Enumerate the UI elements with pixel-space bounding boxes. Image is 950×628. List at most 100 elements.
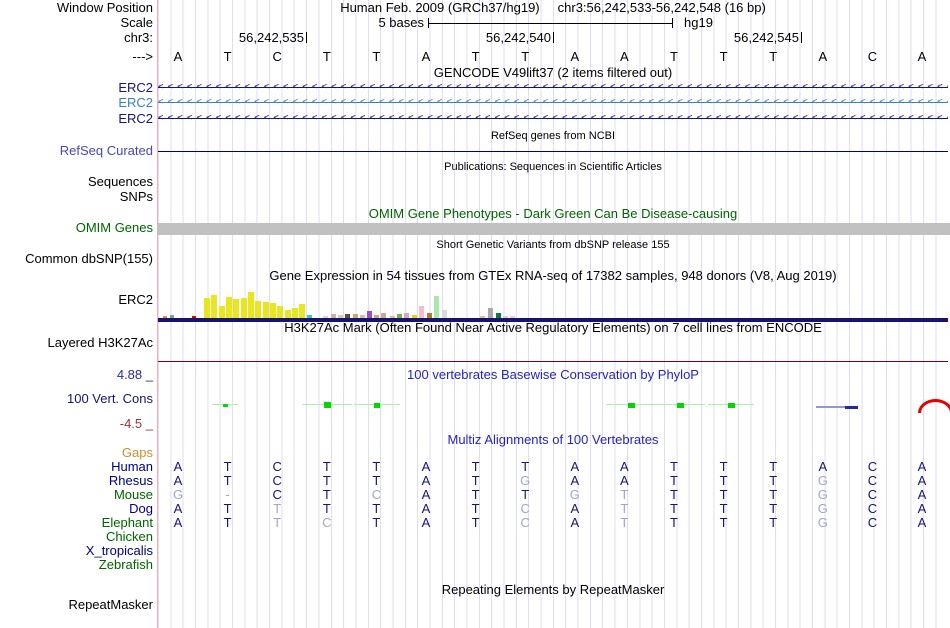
multiz-species-label[interactable]: Rhesus	[108, 473, 153, 488]
gtex-bar	[367, 311, 372, 318]
position-title: chr3:56,242,533-56,242,548 (16 bp)	[557, 0, 766, 15]
gtex-bar	[442, 310, 447, 318]
scale-genome-label: hg19	[684, 15, 713, 30]
conservation-positive-mark	[222, 403, 228, 407]
multiz-species-label[interactable]: Gaps	[121, 445, 153, 460]
gtex-gene-label[interactable]: ERC2	[118, 292, 153, 307]
omim-track-title[interactable]: OMIM Gene Phenotypes - Dark Green Can Be…	[368, 206, 738, 221]
position-tick	[306, 32, 307, 43]
gtex-bar	[248, 292, 254, 318]
gtex-bar	[419, 306, 424, 318]
alignment-base: A	[173, 459, 183, 474]
alignment-base: A	[917, 473, 927, 488]
base-letter: T	[223, 49, 232, 64]
gtex-bar	[496, 313, 501, 318]
alignment-base: T	[769, 501, 778, 516]
alignment-base: G	[817, 501, 828, 516]
refseq-track-title[interactable]: RefSeq genes from NCBI	[490, 130, 616, 142]
alignment-base: A	[620, 473, 629, 488]
base-letter: T	[372, 49, 381, 64]
gtex-track-title[interactable]: Gene Expression in 54 tissues from GTEx …	[269, 268, 837, 283]
base-letter: A	[173, 49, 183, 64]
conservation-red-arc	[918, 399, 950, 413]
alignment-base: T	[223, 501, 232, 516]
phylop-label[interactable]: 100 Vert. Cons	[67, 391, 153, 406]
alignment-base: -	[225, 487, 230, 502]
multiz-species-label[interactable]: Chicken	[106, 529, 153, 544]
alignment-base: C	[520, 515, 530, 530]
alignment-base: T	[223, 473, 232, 488]
position-number: 56,242,540	[485, 30, 551, 45]
h3k27ac-baseline	[158, 361, 948, 362]
publications-snps-label[interactable]: SNPs	[119, 189, 153, 204]
gtex-bar	[299, 304, 305, 318]
gtex-bar	[374, 315, 379, 318]
alignment-base: A	[421, 515, 431, 530]
base-letter: A	[620, 49, 629, 64]
gtex-bar	[488, 308, 493, 318]
gtex-bar	[404, 313, 409, 318]
gtex-baseline	[158, 318, 948, 322]
alignment-base: C	[867, 473, 878, 488]
dbsnp-label[interactable]: Common dbSNP(155)	[25, 251, 153, 266]
base-letter: T	[769, 49, 778, 64]
publications-track-title[interactable]: Publications: Sequences in Scientific Ar…	[444, 161, 662, 173]
gene-model[interactable]: <<<<<<<<<<<<<<<<<<<<<<<<<<<<<<<<<<<<<<<<…	[158, 114, 948, 123]
omim-genes-bar[interactable]	[157, 223, 950, 235]
gencode-gene-label[interactable]: ERC2	[118, 95, 153, 110]
dbsnp-track-title[interactable]: Short Genetic Variants from dbSNP releas…	[436, 239, 670, 251]
refseq-curated-label[interactable]: RefSeq Curated	[59, 143, 153, 158]
base-letter: A	[421, 49, 431, 64]
repeatmasker-label[interactable]: RepeatMasker	[68, 597, 153, 612]
conservation-positive-mark	[323, 402, 331, 408]
multiz-species-label[interactable]: Zebrafish	[98, 557, 153, 572]
multiz-species-label[interactable]: Mouse	[113, 487, 153, 502]
gtex-bar	[390, 316, 395, 318]
alignment-base: G	[817, 487, 828, 502]
alignment-base: G	[172, 487, 184, 502]
alignment-base: A	[570, 459, 580, 474]
alignment-base: C	[867, 501, 878, 516]
alignment-base: T	[471, 515, 480, 530]
position-tick	[553, 32, 554, 43]
alignment-base: G	[520, 473, 531, 488]
alignment-base: T	[670, 515, 678, 530]
alignment-base: T	[769, 515, 778, 530]
gene-model[interactable]: <<<<<<<<<<<<<<<<<<<<<<<<<<<<<<<<<<<<<<<<…	[158, 98, 948, 107]
alignment-base: T	[372, 459, 381, 474]
repeatmasker-track-title[interactable]: Repeating Elements by RepeatMasker	[441, 582, 665, 597]
assembly-title: Human Feb. 2009 (GRCh37/hg19)	[340, 0, 540, 15]
alignment-base: A	[173, 515, 183, 530]
base-letter: A	[570, 49, 580, 64]
multiz-species-label[interactable]: X_tropicalis	[85, 543, 153, 558]
gtex-bar	[427, 313, 432, 318]
position-tick	[801, 32, 802, 43]
strand-direction-label: --->	[132, 49, 153, 64]
gencode-gene-label[interactable]: ERC2	[118, 79, 153, 95]
alignment-base: T	[769, 473, 778, 488]
gencode-track-title[interactable]: GENCODE V49lift37 (2 items filtered out)	[433, 65, 673, 80]
alignment-base: G	[817, 473, 828, 488]
alignment-base: T	[471, 459, 480, 474]
multiz-track-title[interactable]: Multiz Alignments of 100 Vertebrates	[447, 432, 659, 447]
h3k27ac-label[interactable]: Layered H3K27Ac	[47, 335, 153, 350]
gtex-bar	[270, 303, 276, 318]
alignment-base: T	[719, 473, 728, 488]
refseq-gene-line[interactable]	[158, 151, 948, 152]
omim-genes-label[interactable]: OMIM Genes	[75, 220, 153, 235]
alignment-base: A	[173, 473, 183, 488]
phylop-track-title[interactable]: 100 vertebrates Basewise Conservation by…	[407, 367, 699, 382]
gene-model[interactable]: <<<<<<<<<<<<<<<<<<<<<<<<<<<<<<<<<<<<<<<<…	[158, 83, 948, 92]
gene-model-line	[158, 102, 948, 103]
gencode-gene-label[interactable]: ERC2	[118, 110, 153, 126]
multiz-species-label[interactable]: Human	[111, 459, 153, 474]
multiz-species-label[interactable]: Elephant	[101, 515, 153, 530]
multiz-species-label[interactable]: Dog	[129, 501, 153, 516]
alignment-base: C	[272, 487, 282, 502]
alignment-base: T	[719, 459, 728, 474]
alignment-base: T	[322, 501, 331, 516]
alignment-base: T	[223, 515, 232, 530]
publications-sequences-label[interactable]: Sequences	[87, 174, 153, 189]
gtex-bar	[360, 315, 365, 318]
h3k27ac-track-title[interactable]: H3K27Ac Mark (Often Found Near Active Re…	[284, 320, 822, 335]
